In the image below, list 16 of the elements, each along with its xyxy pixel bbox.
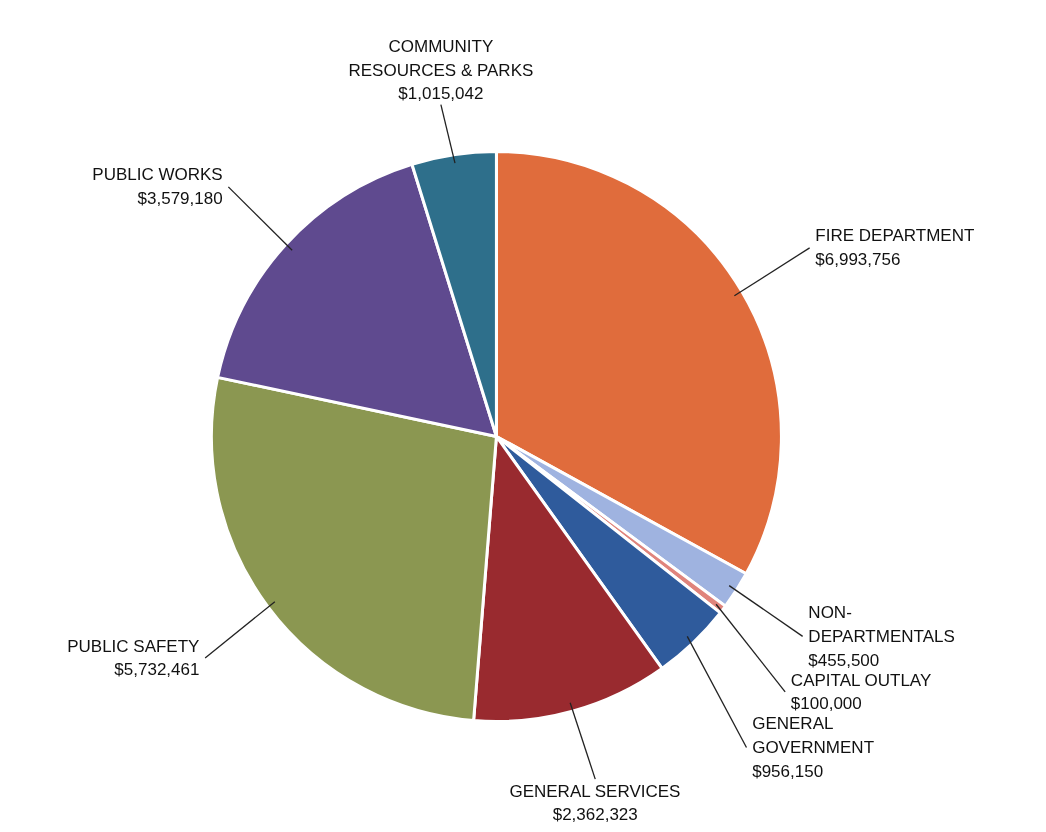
slice-label: NON- DEPARTMENTALS: [808, 603, 955, 646]
data-label: $455,500: [808, 650, 880, 670]
data-label: $2,362,323: [552, 805, 638, 825]
slice-label: GENERAL GOVERNMENT: [752, 714, 875, 757]
data-label: $5,732,461: [114, 660, 200, 680]
slice-label: FIRE DEPARTMENT: [815, 226, 975, 246]
slice-label: CAPITAL OUTLAY: [790, 670, 932, 690]
slice-label: PUBLIC SAFETY: [67, 636, 200, 656]
data-label: $6,993,756: [815, 250, 901, 270]
data-label: $100,000: [790, 694, 862, 714]
data-label: $956,150: [752, 761, 824, 781]
data-label: $3,579,180: [137, 189, 223, 209]
slice-label: GENERAL SERVICES: [509, 781, 681, 801]
slice-label: COMMUNITY RESOURCES & PARKS: [348, 36, 534, 80]
slice-label: PUBLIC WORKS: [92, 165, 223, 185]
data-label: $1,015,042: [398, 84, 484, 104]
